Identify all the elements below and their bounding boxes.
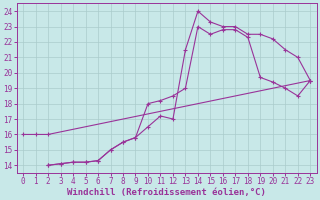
X-axis label: Windchill (Refroidissement éolien,°C): Windchill (Refroidissement éolien,°C) bbox=[67, 188, 266, 197]
